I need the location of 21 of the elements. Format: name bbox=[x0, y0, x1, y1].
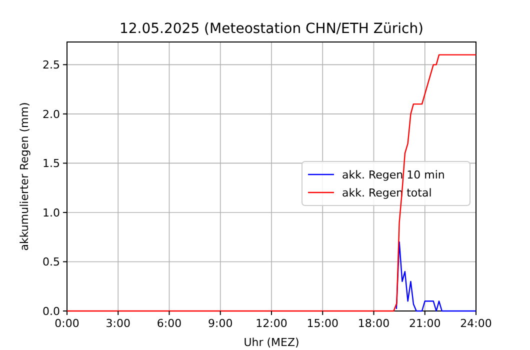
y-tick-label: 1.5 bbox=[42, 157, 60, 170]
x-tick-label: 6:00 bbox=[156, 317, 182, 330]
x-axis-title: Uhr (MEZ) bbox=[244, 336, 300, 349]
x-tick-label: 9:00 bbox=[208, 317, 233, 330]
y-tick-label: 0.5 bbox=[42, 256, 60, 269]
x-tick-label: 12:00 bbox=[256, 317, 288, 330]
x-tick-label: 0:00 bbox=[54, 317, 80, 330]
x-tick-label: 15:00 bbox=[306, 317, 338, 330]
x-tick-label: 21:00 bbox=[409, 317, 441, 330]
x-tick-label: 18:00 bbox=[358, 317, 390, 330]
legend-label: akk. Regen 10 min bbox=[342, 168, 445, 182]
line-series bbox=[396, 241, 477, 312]
y-tick-label: 1.0 bbox=[42, 206, 60, 220]
x-tick-label: 3:00 bbox=[106, 317, 130, 330]
x-tick-label: 24:00 bbox=[460, 317, 492, 330]
chart-title: 12.05.2025 (Meteostation CHN/ETH Zürich) bbox=[119, 21, 424, 37]
line-series bbox=[66, 54, 477, 312]
y-tick-label: 0.0 bbox=[42, 305, 60, 318]
y-tick-label: 2.5 bbox=[42, 58, 60, 72]
y-tick-label: 2.0 bbox=[42, 108, 60, 121]
y-axis-title: akkumulierter Regen (mm) bbox=[18, 102, 31, 251]
